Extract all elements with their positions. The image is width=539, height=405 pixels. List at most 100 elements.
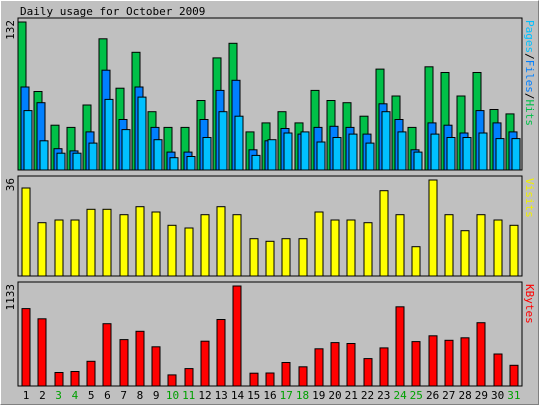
bar-kbytes-day-22 — [363, 358, 373, 387]
x-tick-label: 20 — [328, 389, 341, 402]
bar-visits-day-11 — [184, 227, 194, 277]
bar-pages-day-7 — [121, 129, 131, 171]
bar-kbytes-day-18 — [298, 366, 308, 387]
bar-pages-day-21 — [348, 133, 358, 171]
x-tick-label: 31 — [507, 389, 520, 402]
bar-pages-day-22 — [365, 142, 375, 171]
bar-pages-day-13 — [218, 111, 228, 171]
bar-kbytes-day-24 — [395, 306, 405, 387]
bar-visits-day-22 — [363, 222, 373, 277]
bar-visits-day-25 — [411, 246, 421, 277]
series-label-part: KBytes — [523, 284, 536, 324]
bar-kbytes-day-4 — [70, 371, 80, 387]
bar-kbytes-day-30 — [493, 353, 503, 387]
bar-pages-day-3 — [56, 152, 66, 171]
bar-visits-day-5 — [86, 208, 96, 277]
bar-kbytes-day-23 — [379, 347, 389, 387]
bar-visits-day-17 — [281, 238, 291, 277]
chart-title: Daily usage for October 2009 — [20, 5, 205, 18]
bar-pages-day-19 — [316, 141, 326, 171]
bar-pages-day-20 — [332, 137, 342, 171]
bar-kbytes-day-13 — [216, 319, 226, 387]
bar-visits-day-21 — [346, 219, 356, 277]
bar-kbytes-day-28 — [460, 337, 470, 387]
x-tick-label: 29 — [475, 389, 488, 402]
bar-kbytes-day-6 — [102, 323, 112, 387]
bar-visits-day-8 — [135, 206, 145, 277]
bar-kbytes-day-3 — [54, 372, 64, 387]
x-tick-label: 21 — [345, 389, 358, 402]
series-label-part: / — [523, 93, 536, 100]
series-label: Visits — [523, 178, 536, 218]
bar-visits-day-1 — [21, 187, 31, 277]
x-tick-label: 19 — [312, 389, 325, 402]
series-label-part: Pages — [523, 20, 536, 53]
bar-kbytes-day-17 — [281, 362, 291, 387]
bar-kbytes-day-20 — [330, 342, 340, 387]
series-label: KBytes — [523, 284, 536, 324]
x-tick-label: 22 — [361, 389, 374, 402]
y-max-label: 36 — [4, 178, 17, 191]
x-tick-label: 6 — [104, 389, 111, 402]
panel-hits-files-pages: 132 Pages/Files/Hits — [4, 17, 536, 171]
bar-kbytes-day-25 — [411, 341, 421, 387]
x-tick-label: 27 — [442, 389, 455, 402]
bar-visits-day-6 — [102, 208, 112, 277]
bar-pages-day-10 — [169, 157, 179, 171]
bar-visits-day-15 — [249, 238, 259, 277]
x-tick-label: 25 — [410, 389, 423, 402]
x-tick-label: 3 — [55, 389, 62, 402]
bar-kbytes-day-21 — [346, 343, 356, 387]
bar-visits-day-3 — [54, 219, 64, 277]
x-tick-label: 18 — [296, 389, 309, 402]
bar-pages-day-30 — [495, 138, 505, 171]
bar-visits-day-14 — [232, 214, 242, 277]
panel-visits: 36 Visits — [4, 175, 536, 277]
bar-visits-day-27 — [444, 214, 454, 277]
bar-visits-day-30 — [493, 219, 503, 277]
bar-kbytes-day-26 — [428, 335, 438, 387]
panel-frame — [17, 281, 523, 387]
x-tick-label: 4 — [72, 389, 79, 402]
bar-visits-day-29 — [476, 214, 486, 277]
bar-kbytes-day-14 — [232, 285, 242, 387]
bar-pages-day-24 — [397, 131, 407, 171]
bar-pages-day-11 — [186, 156, 196, 171]
bar-visits-day-19 — [314, 211, 324, 277]
series-label-part: / — [523, 53, 536, 60]
series-label-part: Visits — [523, 178, 536, 218]
bar-pages-day-26 — [430, 133, 440, 171]
bar-pages-day-2 — [39, 140, 49, 171]
bar-kbytes-day-10 — [167, 374, 177, 387]
bar-pages-day-6 — [104, 98, 114, 171]
bar-pages-day-27 — [446, 137, 456, 171]
x-tick-label: 12 — [198, 389, 211, 402]
bar-pages-day-28 — [462, 137, 472, 171]
series-label: Pages/Files/Hits — [523, 20, 536, 126]
x-tick-label: 30 — [491, 389, 504, 402]
x-tick-label: 14 — [231, 389, 245, 402]
bar-pages-day-14 — [234, 115, 244, 171]
bar-visits-day-12 — [200, 214, 210, 277]
x-tick-label: 2 — [39, 389, 46, 402]
bar-pages-day-4 — [72, 152, 82, 171]
x-tick-label: 5 — [88, 389, 95, 402]
bar-kbytes-day-15 — [249, 372, 259, 387]
bar-visits-day-4 — [70, 219, 80, 277]
x-tick-label: 24 — [393, 389, 407, 402]
x-tick-label: 8 — [137, 389, 144, 402]
y-max-label: 1133 — [4, 284, 17, 311]
panels-layer: 132 Pages/Files/Hits 36 Visits 1133 KBytes — [4, 17, 536, 387]
bar-pages-day-29 — [478, 132, 488, 171]
bar-visits-day-24 — [395, 214, 405, 277]
bar-visits-day-16 — [265, 240, 275, 277]
bar-visits-day-26 — [428, 179, 438, 277]
x-tick-label: 11 — [182, 389, 195, 402]
bar-kbytes-day-7 — [119, 339, 129, 387]
bar-pages-day-9 — [153, 139, 163, 171]
x-tick-label: 7 — [120, 389, 127, 402]
bar-pages-day-31 — [511, 138, 521, 171]
bar-kbytes-day-29 — [476, 322, 486, 387]
